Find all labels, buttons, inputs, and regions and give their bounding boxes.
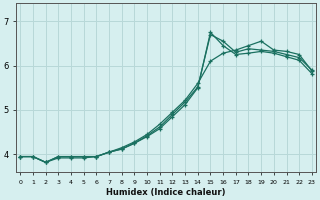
X-axis label: Humidex (Indice chaleur): Humidex (Indice chaleur) — [106, 188, 226, 197]
